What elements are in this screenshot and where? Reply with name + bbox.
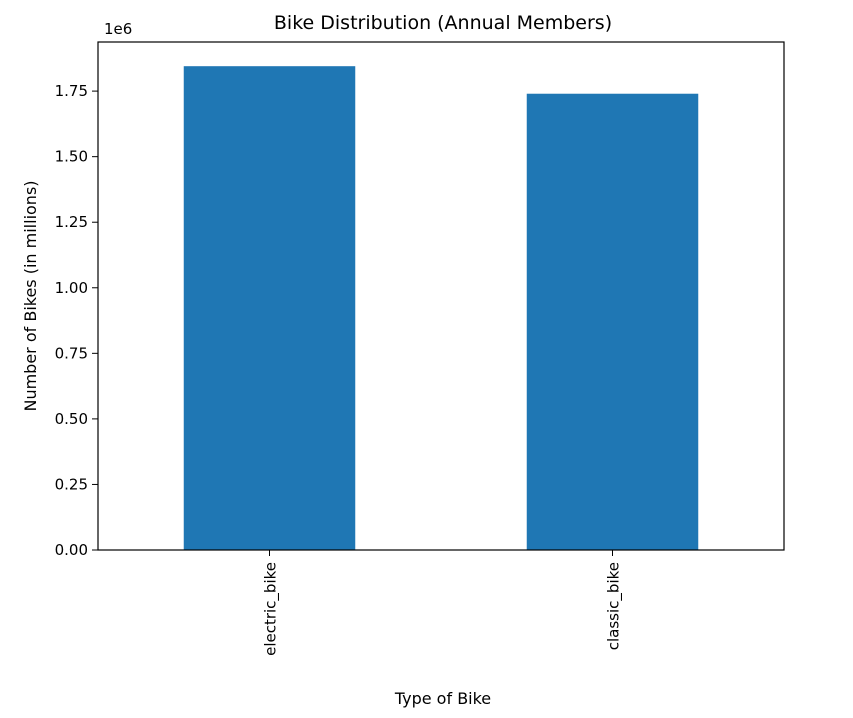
plot-frame [97,41,785,551]
x-ticks-group: electric_bike classic_bike [262,550,624,656]
chart-title: Bike Distribution (Annual Members) [274,12,612,34]
y-tick-label: 1.75 [55,82,88,100]
y-axis-label: Number of Bikes (in millions) [21,180,40,411]
x-tick-label: classic_bike [605,562,624,650]
y-ticks-group: 0.00 0.25 0.50 0.75 1.00 1.25 1.50 1.75 [55,82,98,559]
y-tick-label: 0.00 [55,541,88,559]
bar-classic_bike [526,93,699,550]
y-tick-label: 0.50 [55,410,88,428]
y-tick-label: 1.00 [55,279,88,297]
bars-group [183,66,699,550]
bar-electric_bike [183,66,356,550]
y-tick-label: 0.75 [55,344,88,362]
y-axis-offset-text: 1e6 [104,20,132,38]
y-tick-label: 0.25 [55,475,88,493]
x-tick-label: electric_bike [262,562,281,656]
y-tick-label: 1.50 [55,148,88,166]
x-axis-label: Type of Bike [394,689,491,708]
y-tick-label: 1.25 [55,213,88,231]
